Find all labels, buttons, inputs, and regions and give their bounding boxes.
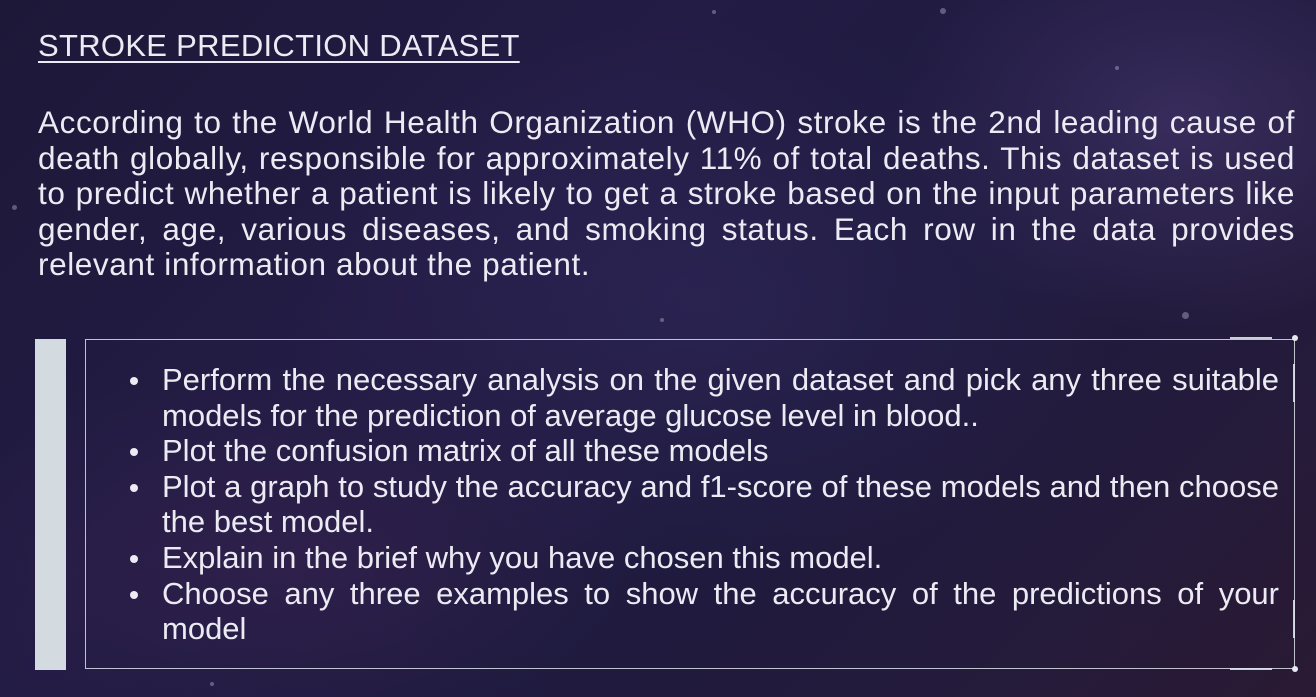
corner-dot-bottom xyxy=(1292,666,1298,672)
bullet-icon xyxy=(130,377,138,385)
page-title: STROKE PREDICTION DATASET xyxy=(38,28,520,63)
background-sparkle xyxy=(12,205,17,210)
background-sparkle xyxy=(712,10,716,14)
task-text: Plot a graph to study the accuracy and f… xyxy=(162,468,1279,540)
background-sparkle xyxy=(1182,312,1189,319)
side-tick-bottom xyxy=(1293,600,1295,638)
task-text: Choose any three examples to show the ac… xyxy=(162,575,1279,647)
task-list: Perform the necessary analysis on the gi… xyxy=(115,362,1279,647)
task-text: Explain in the brief why you have chosen… xyxy=(162,539,883,575)
bullet-icon xyxy=(130,590,138,599)
background-sparkle xyxy=(93,38,98,43)
task-item: Plot the confusion matrix of all these m… xyxy=(130,433,1279,469)
task-text: Plot the confusion matrix of all these m… xyxy=(162,433,769,469)
task-item: Perform the necessary analysis on the gi… xyxy=(130,362,1279,433)
corner-decoration-bottom xyxy=(1230,668,1272,670)
intro-paragraph: According to the World Health Organizati… xyxy=(38,104,1295,283)
task-item: Explain in the brief why you have chosen… xyxy=(130,539,1279,576)
background-sparkle xyxy=(660,318,664,322)
corner-decoration-top xyxy=(1230,337,1272,339)
bullet-icon xyxy=(130,483,138,492)
task-box xyxy=(85,339,1295,669)
background-sparkle xyxy=(940,8,946,14)
accent-bar xyxy=(35,339,66,670)
background-sparkle xyxy=(1115,66,1119,70)
corner-dot-top xyxy=(1292,335,1298,341)
task-text: Perform the necessary analysis on the gi… xyxy=(162,362,1279,433)
background-sparkle xyxy=(210,682,214,686)
bullet-icon xyxy=(130,554,138,563)
side-tick-top xyxy=(1293,364,1295,402)
task-item: Choose any three examples to show the ac… xyxy=(130,575,1279,647)
bullet-icon xyxy=(130,448,138,457)
task-item: Plot a graph to study the accuracy and f… xyxy=(130,468,1279,540)
